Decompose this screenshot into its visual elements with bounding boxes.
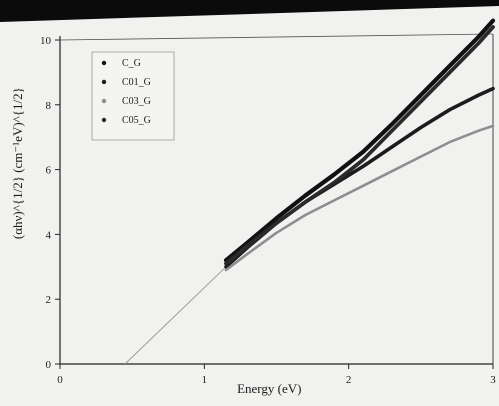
y-tick-label: 2 — [46, 294, 52, 306]
legend-label: C03_G — [122, 96, 151, 107]
legend-marker — [101, 79, 107, 85]
legend-label: C05_G — [122, 115, 151, 126]
x-axis-label: Energy (eV) — [237, 381, 301, 396]
x-tick-label: 3 — [490, 374, 496, 386]
x-tick-label: 0 — [57, 374, 63, 386]
legend-box — [91, 51, 175, 141]
legend-marker — [101, 60, 107, 66]
y-tick-label: 10 — [40, 35, 52, 47]
y-tick-label: 0 — [46, 359, 52, 371]
legend-marker — [101, 117, 107, 123]
legend-marker — [101, 98, 107, 104]
y-tick-label: 6 — [46, 165, 52, 177]
legend-label: C_G — [122, 58, 141, 69]
series-line-c05-g — [224, 25, 495, 266]
series-line-c03-g — [224, 124, 495, 272]
plot-top-border — [59, 33, 494, 41]
page-edge-band — [0, 0, 499, 22]
legend-label: C01_G — [122, 77, 151, 88]
extrapolation-line — [124, 266, 227, 365]
x-tick-label: 2 — [346, 374, 352, 386]
x-tick-label: 1 — [202, 374, 208, 386]
y-tick-label: 8 — [46, 100, 52, 112]
y-tick-label: 4 — [46, 229, 52, 241]
y-axis-label: (αhν)^{1/2} (cm⁻¹eV)^{1/2} — [10, 87, 25, 239]
series-line-c-g — [223, 18, 496, 263]
